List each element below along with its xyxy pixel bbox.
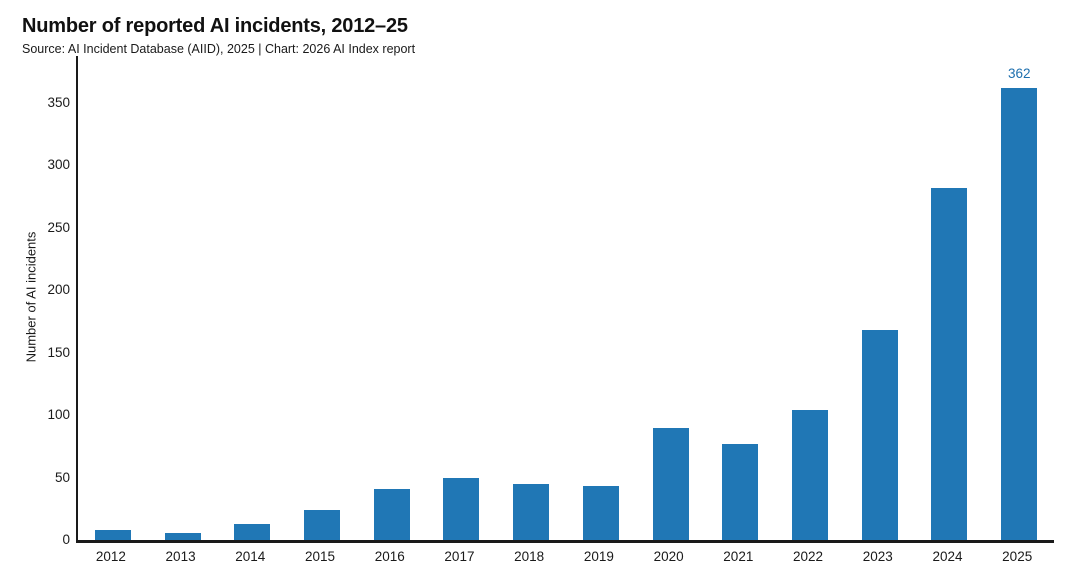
x-axis-tick-labels: 2012 2013 2014 2015 2016 2017 2018 2019 2020 2021… [76, 549, 1052, 565]
bar-slot-2025: 362 [984, 56, 1054, 540]
bar-slot-2020 [636, 56, 706, 540]
bar-2025 [1001, 87, 1038, 540]
bar-2017 [443, 477, 480, 540]
bar-2015 [304, 510, 341, 540]
bar-slot-2012 [78, 56, 148, 540]
bar-slot-2024 [915, 56, 985, 540]
x-tick-label-2024: 2024 [932, 549, 963, 564]
bar-2024 [931, 187, 968, 540]
x-tick-label-2013: 2013 [165, 549, 196, 564]
bar-2019 [582, 486, 619, 540]
y-tick-label-50: 50 [54, 469, 70, 485]
y-tick-label-100: 100 [47, 407, 70, 422]
x-tick-label-2022: 2022 [793, 549, 824, 564]
x-tick-label-2017: 2017 [444, 549, 475, 564]
bar-2012 [94, 530, 131, 540]
bar-slot-2014 [217, 56, 287, 540]
bar-slot-2023 [845, 56, 915, 540]
bar-slot-2015 [287, 56, 357, 540]
bar-2023 [861, 330, 898, 540]
y-tick-label-0: 0 [62, 532, 70, 547]
y-tick-label-300: 300 [47, 157, 70, 172]
bar-slot-2017 [427, 56, 497, 540]
bar-2013 [164, 532, 201, 540]
x-tick-label-2015: 2015 [304, 549, 336, 564]
bar-2014 [234, 523, 271, 540]
x-tick-label-2023: 2023 [862, 549, 893, 564]
x-tick-label-2020: 2020 [653, 549, 684, 564]
x-tick-label-2025: 2025 [1002, 549, 1033, 564]
y-tick-label-350: 350 [47, 94, 70, 110]
bar-2018 [513, 483, 550, 540]
chart-source-caption: Source: AI Incident Database (AIID), 202… [22, 42, 416, 56]
y-tick-label-150: 150 [47, 344, 70, 360]
bar-slot-2019 [566, 56, 636, 540]
bar-2022 [792, 410, 829, 540]
bar-slot-2021 [705, 56, 775, 540]
y-axis-tick-labels: 0 50 100 150 200 250 300 350 [0, 56, 70, 548]
bar-slot-2016 [357, 56, 427, 540]
bar-slot-2018 [496, 56, 566, 540]
x-tick-label-2019: 2019 [583, 549, 614, 564]
bar-slot-2013 [148, 56, 218, 540]
bar-2020 [652, 427, 689, 540]
bar-2021 [722, 443, 759, 540]
x-tick-label-2018: 2018 [514, 549, 545, 564]
x-tick-label-2021: 2021 [723, 549, 754, 564]
plot-area: 362 [76, 56, 1054, 543]
y-tick-label-250: 250 [47, 219, 70, 235]
bar-value-label: 362 [1007, 65, 1031, 81]
y-tick-label-200: 200 [47, 282, 70, 297]
chart-title: Number of reported AI incidents, 2012–25 [22, 15, 408, 37]
x-tick-label-2012: 2012 [95, 549, 126, 564]
bar-slot-2022 [775, 56, 845, 540]
bar-2016 [373, 488, 410, 540]
x-tick-label-2014: 2014 [235, 549, 266, 564]
x-tick-label-2016: 2016 [374, 549, 405, 564]
